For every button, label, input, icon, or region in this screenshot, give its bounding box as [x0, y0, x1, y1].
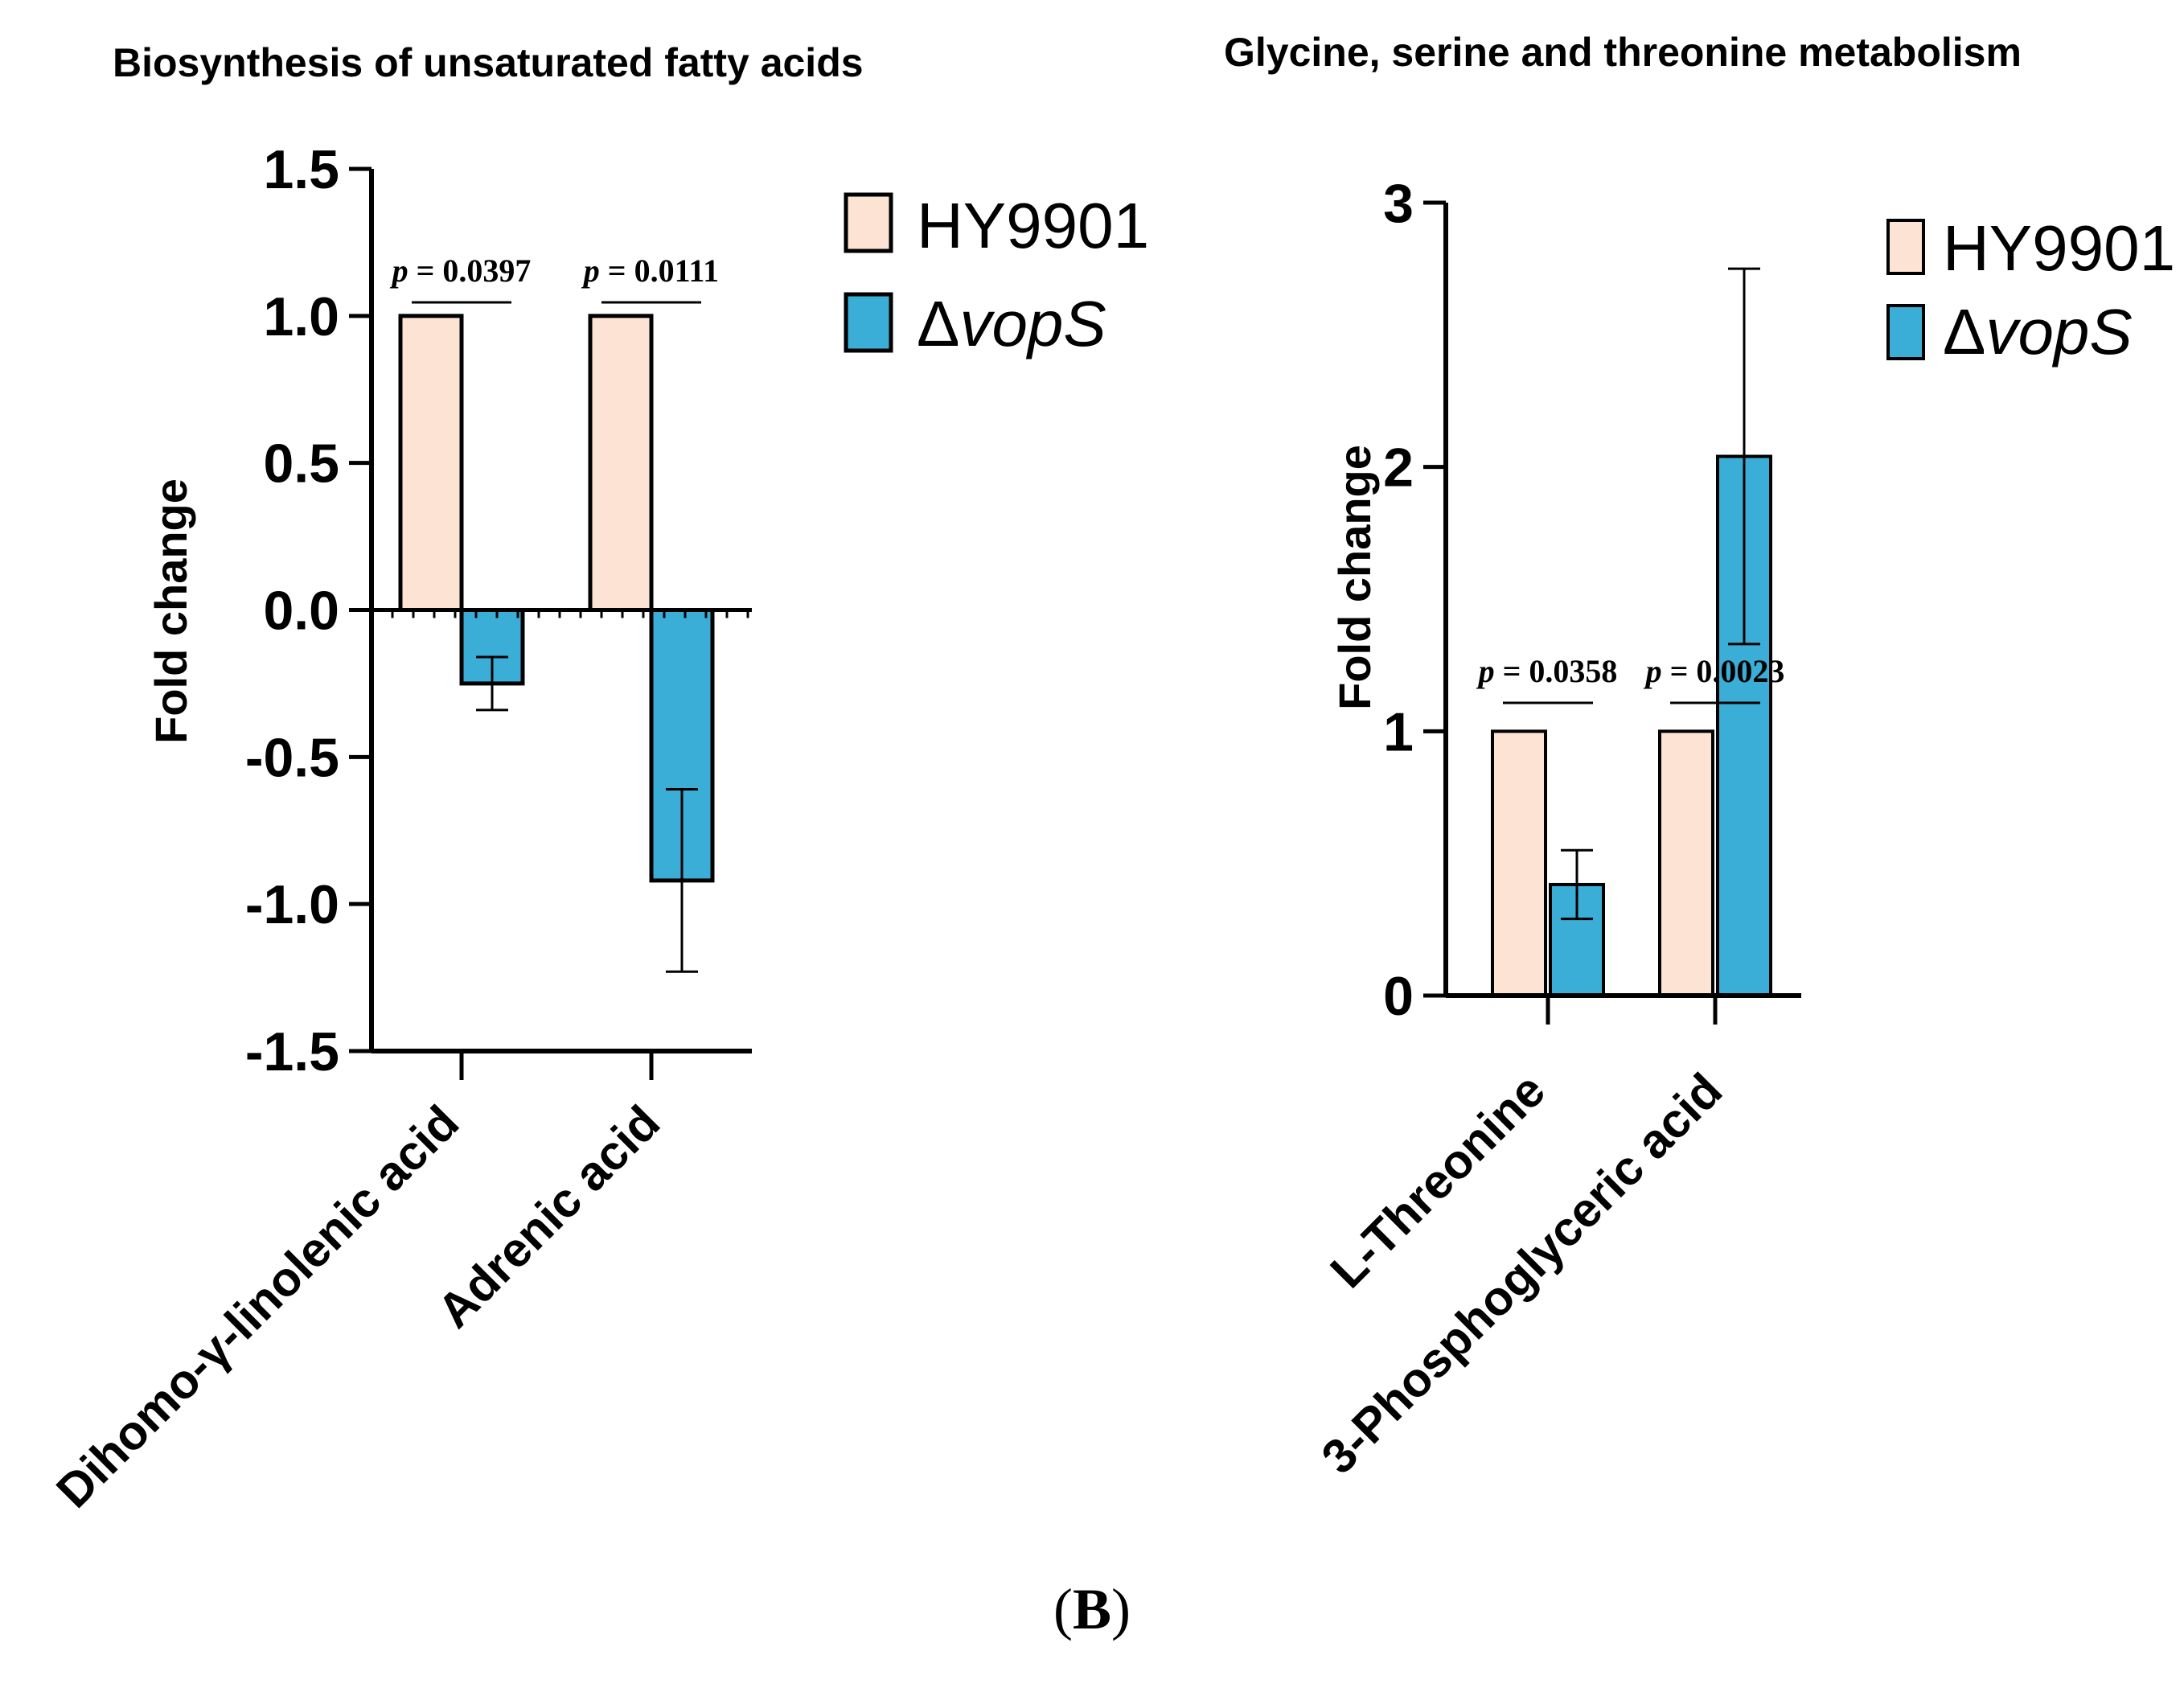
p-value-label: p = 0.0358 — [1476, 653, 1618, 689]
panel-label-open: ( — [1053, 1577, 1073, 1641]
panel-label-close: ) — [1111, 1577, 1131, 1641]
legend-delta: Δ — [1943, 296, 1985, 368]
p-value: = 0.0358 — [1495, 653, 1618, 689]
p-value: = 0.0397 — [408, 253, 532, 289]
panel-label-letter: B — [1072, 1577, 1112, 1641]
y-tick-label: 3 — [1383, 173, 1414, 234]
legend-swatch-hy9901 — [844, 192, 893, 253]
p-symbol: p — [581, 253, 600, 289]
bar-hy9901-1 — [398, 314, 464, 612]
y-tick-label: 1.0 — [263, 286, 339, 347]
y-tick-label: -1.5 — [245, 1021, 339, 1082]
legend-label-hy9901: HY9901 — [917, 190, 1149, 261]
y-tick-label: 1 — [1383, 701, 1414, 762]
y-tick-label: -0.5 — [245, 727, 339, 788]
chart-title: Biosynthesis of unsaturated fatty acids — [113, 40, 864, 85]
y-tick-label: 0 — [1383, 966, 1414, 1027]
p-value-label: p = 0.0111 — [581, 253, 719, 289]
legend-italic: vopS — [959, 288, 1106, 359]
legend: HY9901 ΔvopS — [844, 190, 1149, 359]
bar-hy9901-2 — [588, 314, 654, 612]
y-axis-label: Fold change — [146, 478, 196, 744]
bar-hy9901-1 — [1491, 729, 1547, 997]
y-tick-label: 0.5 — [263, 433, 339, 495]
legend-label-vops: ΔvopS — [1943, 296, 2133, 368]
y-tick-label: 1.5 — [263, 139, 339, 200]
panel-label: (B) — [0, 1576, 2184, 1643]
y-tick-label: 0.0 — [263, 581, 339, 642]
chart-amino-acids: Glycine, serine and threonine metabolism… — [1224, 30, 2175, 1484]
legend: HY9901 ΔvopS — [1886, 212, 2175, 368]
legend-swatch-vops — [844, 292, 893, 353]
y-tick-label: 2 — [1383, 437, 1414, 499]
p-symbol: p — [1644, 653, 1662, 689]
p-symbol: p — [1476, 653, 1495, 689]
category-label: Dihomo-γ-linolenic acid — [46, 1095, 469, 1518]
legend-swatch-vops — [1886, 304, 1925, 360]
bar-hy9901-2 — [1658, 729, 1714, 997]
legend-label-vops: ΔvopS — [917, 288, 1106, 359]
p-value-label: p = 0.0397 — [390, 253, 532, 289]
p-symbol: p — [390, 253, 408, 289]
p-value: = 0.0111 — [600, 253, 719, 289]
legend-delta: Δ — [917, 288, 959, 359]
chart-fatty-acids: Biosynthesis of unsaturated fatty acids … — [46, 40, 1149, 1518]
legend-swatch-hy9901 — [1886, 219, 1925, 275]
chart-title: Glycine, serine and threonine metabolism — [1224, 30, 2022, 75]
legend-italic: vopS — [1985, 296, 2132, 368]
p-value-label: p = 0.0023 — [1644, 653, 1785, 689]
y-axis-label: Fold change — [1329, 445, 1380, 710]
y-tick-label: -1.0 — [245, 874, 339, 935]
p-value: = 0.0023 — [1662, 653, 1785, 689]
legend-label-hy9901: HY9901 — [1943, 212, 2175, 284]
